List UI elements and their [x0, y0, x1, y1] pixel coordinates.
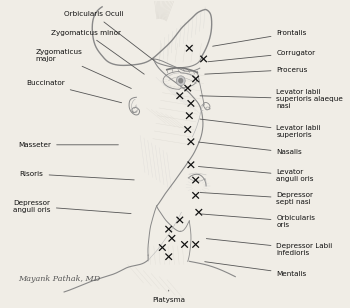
Text: Platysma: Platysma [152, 290, 185, 303]
Text: Orbicularis Oculi: Orbicularis Oculi [64, 11, 154, 60]
Text: Masseter: Masseter [18, 142, 118, 148]
Text: Mayank Pathak, MD: Mayank Pathak, MD [18, 275, 100, 283]
Text: Risoris: Risoris [20, 171, 134, 180]
Text: Depressor
anguli oris: Depressor anguli oris [13, 200, 131, 213]
Text: Frontalis: Frontalis [213, 30, 307, 46]
Text: Zygomaticus
major: Zygomaticus major [36, 49, 131, 88]
Ellipse shape [176, 76, 185, 86]
Text: Buccinator: Buccinator [26, 80, 122, 103]
Text: Zygomaticus minor: Zygomaticus minor [51, 30, 144, 74]
Text: Levator labii
superioris: Levator labii superioris [200, 119, 321, 137]
Text: Levator
anguli oris: Levator anguli oris [198, 167, 314, 182]
Text: Depressor Labii
infedioris: Depressor Labii infedioris [206, 239, 333, 256]
Text: Orbicularis
oris: Orbicularis oris [202, 214, 315, 228]
Text: Depressor
septi nasi: Depressor septi nasi [200, 192, 314, 205]
Text: Nasalis: Nasalis [198, 142, 302, 156]
Text: Levator labii
superioris alaeque
nasi: Levator labii superioris alaeque nasi [200, 89, 343, 109]
Text: Mentalis: Mentalis [205, 262, 307, 277]
Text: Corrugator: Corrugator [208, 50, 316, 62]
Ellipse shape [178, 78, 183, 83]
Text: Procerus: Procerus [205, 67, 308, 74]
